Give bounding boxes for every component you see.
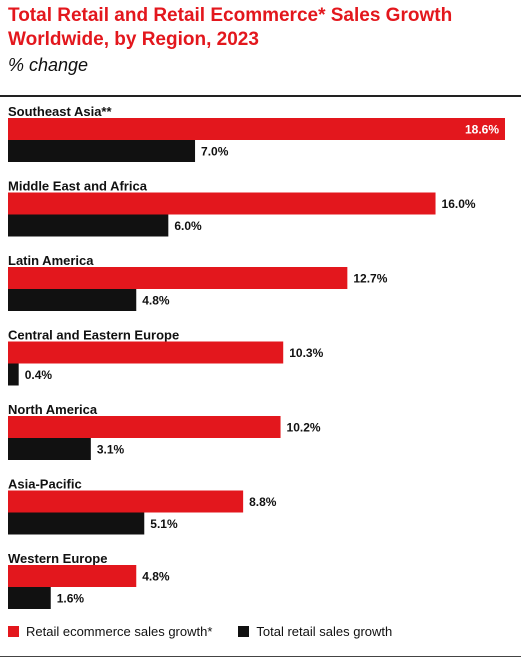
category-label-central-and-eastern-europe: Central and Eastern Europe — [8, 328, 179, 343]
ecommerce-value-label-middle-east-and-africa: 16.0% — [442, 197, 476, 211]
category-label-asia-pacific: Asia-Pacific — [8, 477, 82, 492]
legend-item-ecommerce: Retail ecommerce sales growth* — [8, 624, 212, 639]
total-retail-bar-middle-east-and-africa — [8, 214, 169, 237]
total-retail-value-label-middle-east-and-africa: 6.0% — [174, 219, 202, 233]
ecommerce-bar-southeast-asia — [8, 118, 505, 140]
chart-subtitle: % change — [8, 55, 89, 75]
ecommerce-bar-central-and-eastern-europe — [8, 341, 284, 364]
ecommerce-value-label-central-and-eastern-europe: 10.3% — [289, 346, 323, 360]
ecommerce-value-label-asia-pacific: 8.8% — [249, 495, 277, 509]
category-label-north-america: North America — [8, 402, 98, 417]
total-retail-bar-north-america — [8, 438, 91, 460]
total-retail-value-label-latin-america: 4.8% — [142, 294, 170, 308]
category-label-southeast-asia: Southeast Asia** — [8, 104, 112, 119]
ecommerce-bar-north-america — [8, 416, 281, 438]
ecommerce-value-label-western-europe: 4.8% — [142, 570, 170, 584]
total-retail-value-label-southeast-asia: 7.0% — [201, 145, 229, 159]
category-label-western-europe: Western Europe — [8, 551, 107, 566]
category-label-latin-america: Latin America — [8, 253, 94, 268]
legend-item-total-retail: Total retail sales growth — [238, 624, 392, 639]
total-retail-value-label-western-europe: 1.6% — [57, 592, 85, 606]
bar-chart: Southeast Asia** 18.6% 7.0% Middle East and… — [8, 104, 505, 609]
total-retail-value-label-north-america: 3.1% — [97, 443, 125, 457]
chart-legend: Retail ecommerce sales growth* Total ret… — [8, 624, 418, 639]
total-retail-bar-asia-pacific — [8, 512, 145, 535]
ecommerce-bar-asia-pacific — [8, 490, 244, 513]
bottom-divider — [0, 656, 521, 657]
legend-label-ecommerce: Retail ecommerce sales growth* — [26, 624, 213, 639]
ecommerce-bar-western-europe — [8, 565, 137, 587]
ecommerce-value-label-latin-america: 12.7% — [353, 272, 387, 286]
ecommerce-bar-middle-east-and-africa — [8, 192, 436, 215]
category-label-middle-east-and-africa: Middle East and Africa — [8, 179, 148, 194]
ecommerce-value-label-southeast-asia: 18.6% — [465, 123, 499, 137]
total-retail-bar-central-and-eastern-europe — [8, 363, 19, 386]
total-retail-bar-southeast-asia — [8, 140, 196, 162]
ecommerce-bar-latin-america — [8, 267, 348, 289]
total-retail-value-label-asia-pacific: 5.1% — [150, 517, 178, 531]
legend-swatch-ecommerce — [8, 626, 19, 637]
total-retail-bar-western-europe — [8, 587, 51, 609]
total-retail-bar-latin-america — [8, 289, 137, 311]
top-divider — [0, 95, 521, 97]
total-retail-value-label-central-and-eastern-europe: 0.4% — [25, 368, 53, 382]
legend-swatch-total-retail — [238, 626, 250, 637]
chart-title: Total Retail and Retail Ecommerce* Sales… — [8, 5, 453, 50]
ecommerce-value-label-north-america: 10.2% — [287, 421, 321, 435]
legend-label-total-retail: Total retail sales growth — [256, 624, 393, 639]
